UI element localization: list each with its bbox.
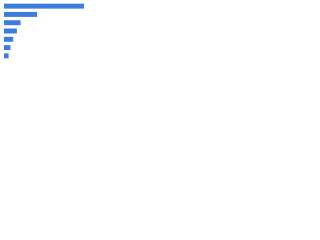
bar <box>4 36 14 42</box>
bar <box>4 11 38 17</box>
bar <box>4 3 85 9</box>
page: {"chart_data": {"type": "bar", "orientat… <box>0 0 100 71</box>
bar <box>4 28 17 34</box>
bar <box>4 20 21 26</box>
bar <box>4 53 9 59</box>
bar <box>4 45 11 51</box>
chart <box>0 0 100 71</box>
background <box>0 0 100 71</box>
